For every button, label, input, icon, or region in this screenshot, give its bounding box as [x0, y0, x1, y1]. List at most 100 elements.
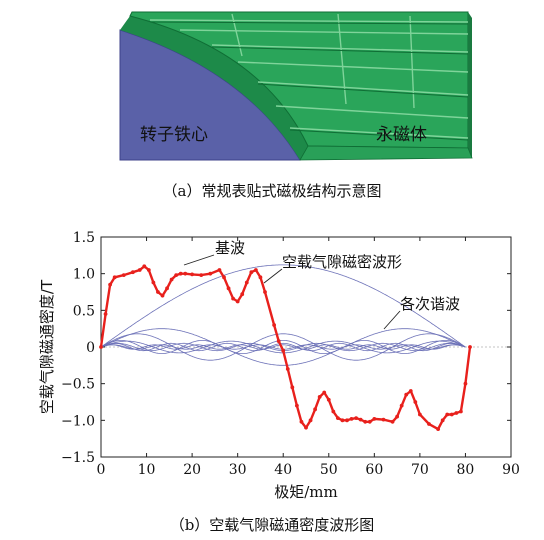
- airgap-flux-point: [290, 385, 295, 390]
- x-tick-label: 30: [229, 462, 247, 478]
- airgap-flux-point: [331, 409, 336, 414]
- chart-axes: 0 10 20 30 40 50 60 70 80 90 1.5 1.0 0.5 0 −0.5 −1.0 −1.…: [38, 230, 520, 501]
- airgap-flux-point: [258, 275, 263, 280]
- airgap-flux-point: [146, 268, 151, 272]
- airgap-flux-point: [235, 299, 240, 304]
- airgap-flux-point: [190, 272, 195, 277]
- harmonic-line-h9: [100, 340, 466, 354]
- airgap-flux-point: [263, 290, 267, 294]
- airgap-flux-point: [240, 292, 245, 297]
- annotation-fundamental-leader: [183, 254, 215, 266]
- airgap-flux-point: [199, 273, 204, 278]
- rotor-core-label: 转子铁心: [140, 125, 208, 145]
- airgap-flux-point: [322, 390, 327, 395]
- airgap-flux-point: [358, 417, 363, 422]
- harmonic-line-h3: [100, 328, 466, 366]
- airgap-flux-point: [458, 409, 463, 414]
- airgap-flux-point: [142, 264, 147, 269]
- x-tick-label: 60: [365, 462, 383, 478]
- airgap-flux-point: [440, 418, 445, 423]
- airgap-flux-point: [178, 271, 183, 276]
- harmonic-line-h5: [100, 333, 466, 361]
- airgap-flux-point: [463, 381, 468, 386]
- airgap-flux-point: [363, 419, 368, 424]
- harmonic-line-h13: [100, 342, 466, 352]
- airgap-flux-point: [294, 403, 299, 408]
- airgap-flux-point: [399, 403, 404, 408]
- airgap-flux-point: [381, 417, 386, 422]
- airgap-flux-point: [169, 277, 174, 282]
- x-axis-label: 极矩/mm: [274, 483, 338, 501]
- harmonic-line-h17: [100, 344, 466, 350]
- annotation-airgap-wave-leader: [263, 268, 283, 284]
- x-tick-label: 50: [320, 462, 338, 478]
- airgap-flux-point: [231, 296, 236, 301]
- airgap-flux-point: [281, 348, 286, 353]
- y-tick-label: 0.5: [73, 303, 95, 319]
- airgap-flux-point: [340, 418, 345, 423]
- x-tick-label: 80: [457, 462, 475, 478]
- airgap-flux-point: [99, 345, 103, 349]
- airgap-flux-point: [313, 407, 318, 412]
- airgap-flux-point: [304, 425, 308, 430]
- x-tick-label: 40: [274, 462, 292, 478]
- airgap-flux-point: [121, 273, 126, 278]
- airgap-flux-point: [404, 392, 409, 397]
- x-tick-label: 90: [502, 462, 520, 478]
- airgap-flux-point: [285, 367, 290, 371]
- airgap-flux-point: [137, 268, 142, 272]
- airgap-flux-point: [427, 422, 431, 426]
- airgap-flux-point: [249, 270, 254, 275]
- airgap-flux-point: [335, 416, 340, 421]
- airgap-flux-point: [222, 275, 226, 280]
- airgap-flux-point: [372, 416, 377, 421]
- airgap-flux-point: [151, 280, 156, 285]
- airgap-flux-point: [183, 271, 188, 276]
- y-tick-label: 1.5: [73, 230, 95, 246]
- airgap-flux-point: [108, 282, 113, 287]
- airgap-flux-point: [345, 418, 349, 423]
- airgap-flux-point: [449, 412, 454, 417]
- airgap-flux-point: [156, 290, 160, 294]
- airgap-flux-point: [103, 312, 108, 316]
- airgap-flux-point: [349, 416, 354, 421]
- airgap-flux-point: [468, 345, 472, 349]
- airgap-flux-point: [299, 419, 304, 424]
- y-tick-label: 1.0: [73, 267, 95, 283]
- airgap-flux-point: [436, 427, 441, 432]
- y-tick-label: 0: [86, 340, 95, 356]
- airgap-flux-point: [276, 339, 281, 344]
- airgap-flux-point: [408, 389, 413, 393]
- permanent-magnets: [120, 11, 473, 161]
- x-tick-label: 20: [183, 462, 201, 478]
- airgap-flux-point: [174, 273, 179, 278]
- x-tick-label: 70: [411, 462, 429, 478]
- annotation-airgap-wave: 空载气隙磁密波形: [282, 253, 402, 271]
- harmonic-line-基波: [100, 264, 466, 348]
- airgap-flux-point: [226, 286, 231, 291]
- annotation-fundamental: 基波: [215, 239, 245, 257]
- annotation-harmonics: 各次谐波: [400, 295, 460, 313]
- airgap-flux-point: [317, 394, 322, 399]
- caption-b: （b）空载气隙磁通密度波形图: [169, 516, 375, 534]
- airgap-flux-point: [354, 416, 359, 421]
- flux-density-chart: 0 10 20 30 40 50 60 70 80 90 1.5 1.0 0.5 0 −0.5 −1.0 −1.…: [38, 230, 520, 501]
- y-tick-label: −1.5: [61, 450, 95, 466]
- airgap-flux-point: [413, 400, 418, 404]
- annotation-harmonics-leader: [383, 310, 401, 330]
- airgap-flux-point: [165, 286, 169, 291]
- airgap-flux-point: [308, 418, 313, 423]
- y-tick-label: −0.5: [61, 377, 95, 393]
- magnet-label: 永磁体: [376, 125, 427, 145]
- airgap-flux-point: [272, 323, 277, 327]
- airgap-flux-point: [244, 280, 249, 285]
- airgap-flux-point: [208, 271, 213, 276]
- y-axis-label: 空载气隙磁通密度/T: [38, 279, 56, 414]
- airgap-flux-point: [454, 411, 459, 415]
- y-tick-label: −1.0: [61, 413, 95, 429]
- airgap-flux-point: [417, 412, 422, 417]
- airgap-flux-point: [367, 419, 372, 424]
- caption-a: （a）常规表贴式磁极结构示意图: [162, 182, 382, 200]
- airgap-flux-point: [445, 412, 450, 417]
